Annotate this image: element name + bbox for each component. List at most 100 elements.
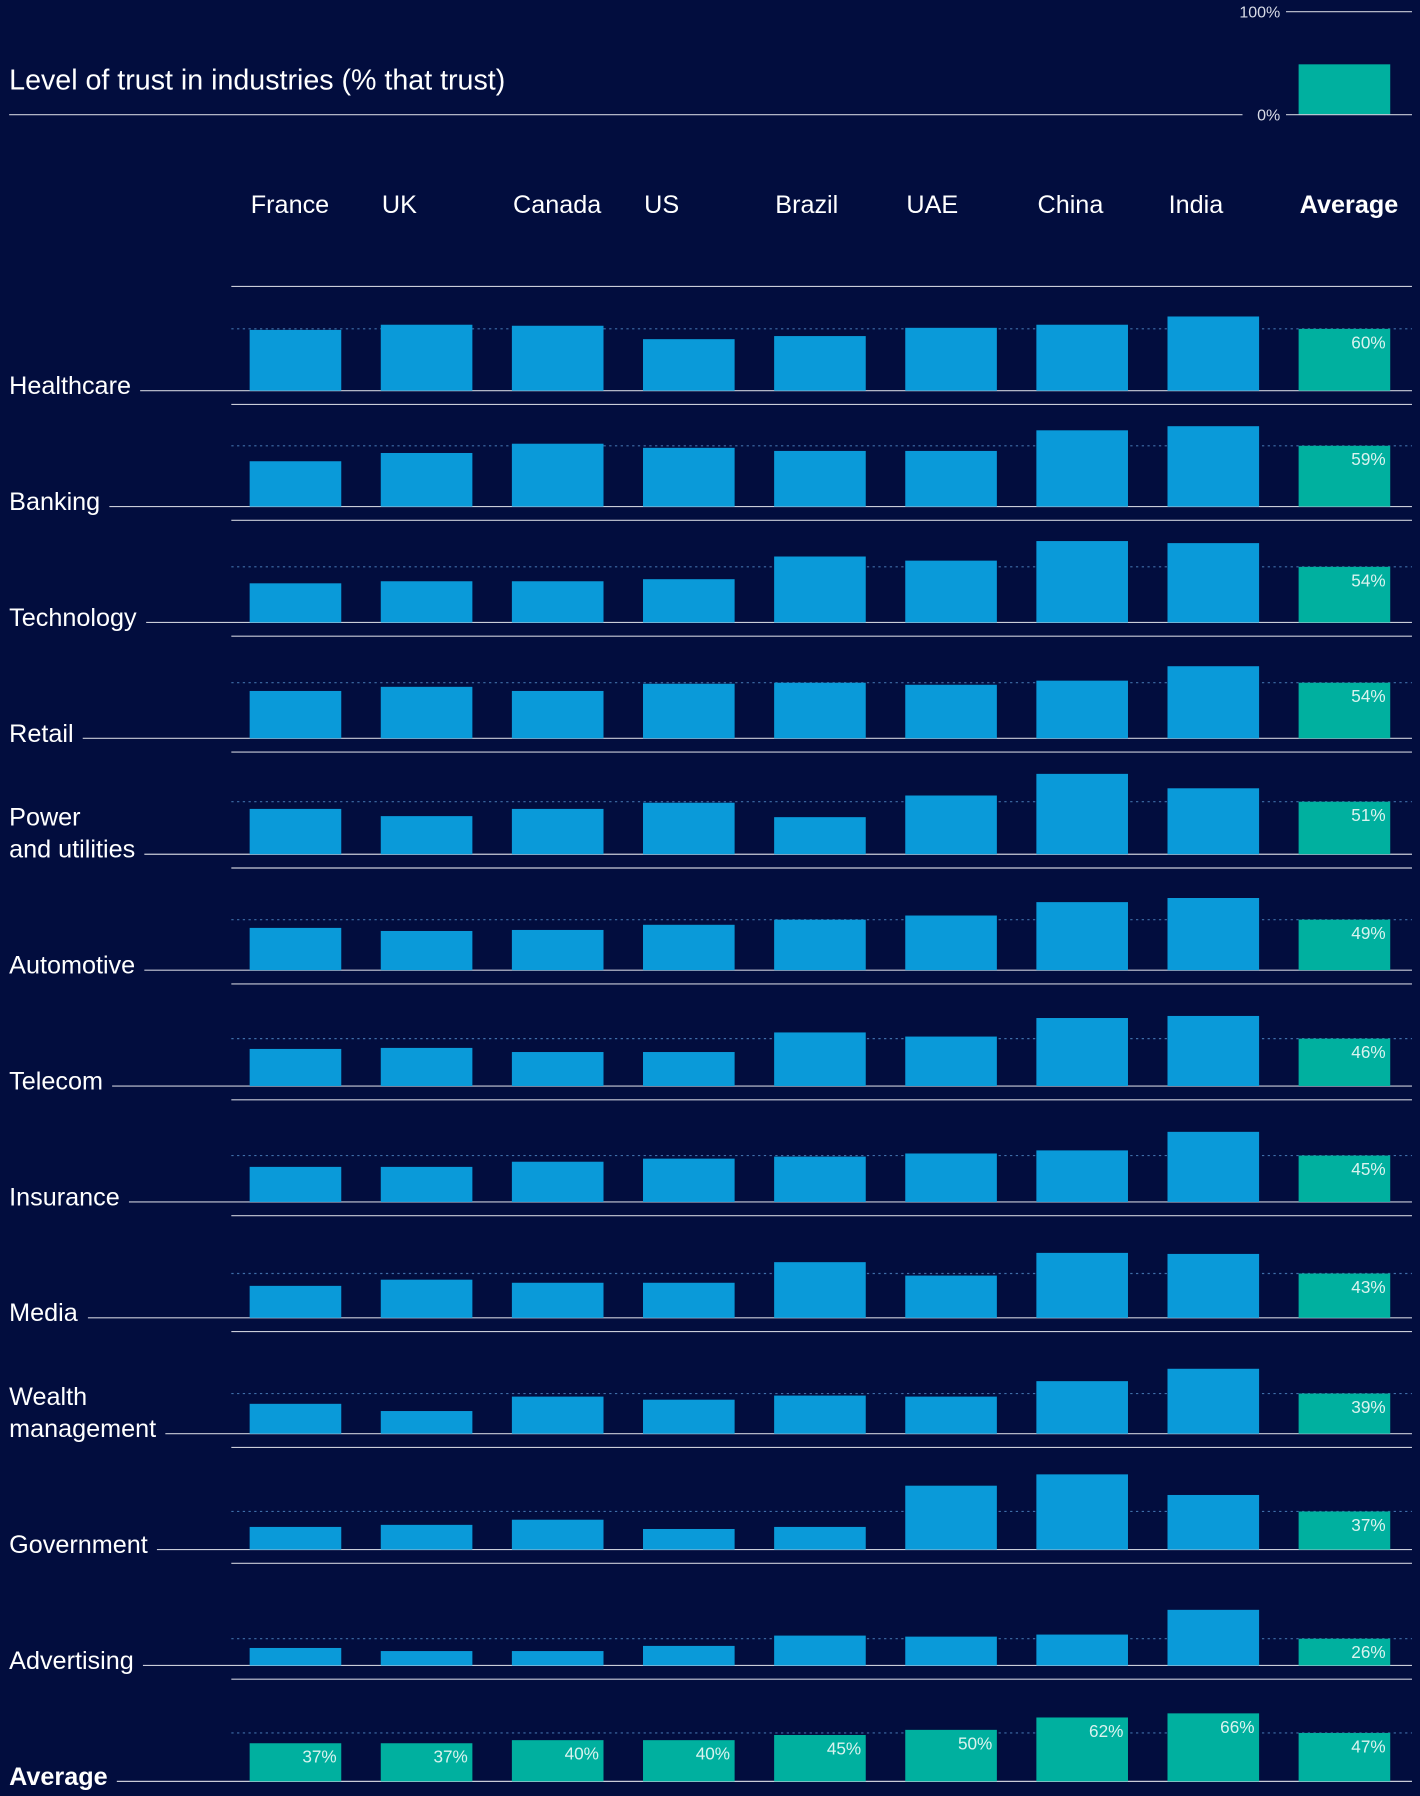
bar xyxy=(1036,1252,1128,1318)
bar xyxy=(511,1052,604,1087)
bar xyxy=(249,927,342,971)
bar xyxy=(905,1396,997,1434)
bar xyxy=(774,1526,866,1550)
bar xyxy=(1167,543,1260,623)
bar xyxy=(1298,1511,1391,1550)
column-label: France xyxy=(251,191,329,219)
bar xyxy=(1036,773,1128,855)
bar xyxy=(1167,1609,1260,1666)
bar xyxy=(380,1411,473,1434)
bar xyxy=(774,556,866,623)
bar xyxy=(249,808,342,855)
column-label: Brazil xyxy=(775,191,838,219)
row-label: Wealth management xyxy=(9,1383,156,1443)
bar xyxy=(249,1403,342,1434)
bar xyxy=(511,1396,604,1434)
row-label: Retail xyxy=(9,720,73,748)
value-label: 49% xyxy=(1351,923,1385,943)
value-label: 37% xyxy=(433,1747,467,1767)
value-label: 46% xyxy=(1351,1042,1385,1062)
bar xyxy=(774,336,866,391)
bar xyxy=(380,1166,473,1202)
value-label: 45% xyxy=(827,1738,861,1758)
bar xyxy=(511,929,604,971)
bar xyxy=(774,919,866,971)
row-label: Banking xyxy=(9,488,100,516)
bar xyxy=(774,682,866,739)
bar xyxy=(511,443,604,507)
bar xyxy=(249,1166,342,1202)
bar xyxy=(1036,1474,1128,1550)
value-label: 66% xyxy=(1220,1717,1254,1737)
bar xyxy=(380,324,473,391)
bar xyxy=(511,325,604,391)
bar xyxy=(1167,426,1260,507)
bar xyxy=(643,1740,735,1782)
bar xyxy=(643,683,735,739)
bar xyxy=(774,1156,866,1202)
value-label: 54% xyxy=(1351,570,1385,590)
legend-swatch xyxy=(1298,64,1391,115)
bar xyxy=(249,461,342,507)
column-label: Average xyxy=(1300,191,1398,219)
bar xyxy=(1298,801,1391,855)
column-label: US xyxy=(644,191,679,219)
bar xyxy=(1298,682,1391,739)
bar xyxy=(1298,1732,1391,1782)
row-label: Insurance xyxy=(9,1183,120,1211)
row-label: Media xyxy=(9,1299,79,1327)
bar xyxy=(511,1161,604,1202)
value-label: 51% xyxy=(1351,805,1385,825)
row-label: Power and utilities xyxy=(9,804,135,864)
row-label: Government xyxy=(9,1531,148,1559)
bar xyxy=(1167,1713,1260,1782)
bar xyxy=(511,808,604,855)
bar xyxy=(1298,328,1391,391)
bar xyxy=(1298,919,1391,971)
bar xyxy=(511,581,604,623)
bar xyxy=(1036,680,1128,739)
value-label: 50% xyxy=(958,1733,992,1753)
bar xyxy=(1167,788,1260,855)
bar xyxy=(643,924,735,971)
value-label: 43% xyxy=(1351,1277,1385,1297)
bar xyxy=(905,915,997,971)
bar xyxy=(643,1158,735,1202)
bar xyxy=(380,1524,473,1550)
bar xyxy=(511,1651,604,1666)
bar xyxy=(380,816,473,855)
bar xyxy=(511,690,604,739)
bar xyxy=(1167,1253,1260,1318)
bar xyxy=(1298,1155,1391,1202)
bar xyxy=(380,1047,473,1087)
bar xyxy=(905,1485,997,1550)
value-label: 26% xyxy=(1351,1642,1385,1662)
bar xyxy=(380,452,473,507)
bar xyxy=(1298,1638,1391,1666)
chart-title: Level of trust in industries (% that tru… xyxy=(9,65,505,97)
column-label: UAE xyxy=(906,191,958,219)
bar xyxy=(249,583,342,623)
legend-tick-label: 100% xyxy=(1239,3,1280,21)
bar xyxy=(249,1647,342,1666)
bar xyxy=(380,686,473,739)
value-label: 40% xyxy=(696,1744,730,1764)
bar xyxy=(1036,541,1128,623)
value-label: 54% xyxy=(1351,686,1385,706)
row-label: Healthcare xyxy=(9,372,131,400)
bar xyxy=(1036,430,1128,507)
bar xyxy=(774,1734,866,1782)
bar xyxy=(249,1285,342,1318)
value-label: 39% xyxy=(1351,1397,1385,1417)
bar xyxy=(511,1282,604,1318)
column-label: India xyxy=(1169,191,1225,219)
bar xyxy=(1036,324,1128,391)
bar xyxy=(511,1519,604,1550)
bar xyxy=(774,1032,866,1087)
bar xyxy=(905,1153,997,1202)
column-label: UK xyxy=(382,191,417,219)
bar xyxy=(1167,898,1260,971)
bar xyxy=(249,329,342,391)
bar xyxy=(511,1740,604,1782)
